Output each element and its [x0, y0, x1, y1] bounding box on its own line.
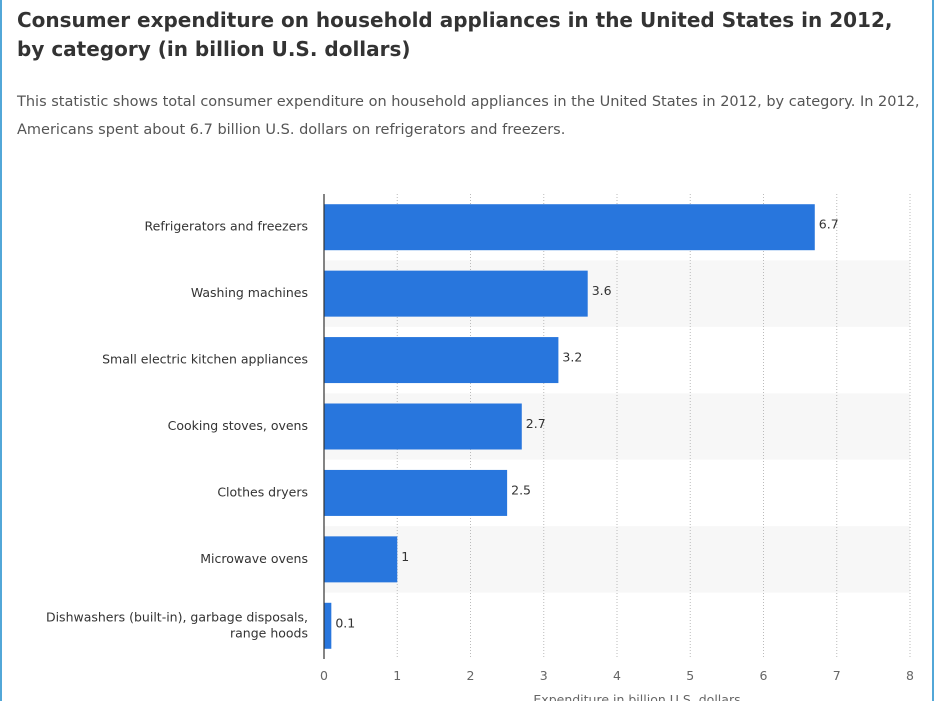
- category-label: Refrigerators and freezers: [145, 219, 308, 234]
- bar: [324, 204, 815, 251]
- category-label: Microwave ovens: [200, 551, 308, 566]
- category-label: Dishwashers (built-in), garbage disposal…: [46, 609, 308, 624]
- chart-description: This statistic shows total consumer expe…: [17, 94, 920, 138]
- x-tick-label: 5: [686, 668, 694, 683]
- bar: [324, 270, 588, 317]
- bar: [324, 337, 559, 384]
- x-axis-title: Expenditure in billion U.S. dollars: [533, 692, 740, 701]
- x-tick-label: 4: [613, 668, 621, 683]
- data-label: 1: [401, 549, 409, 564]
- x-tick-label: 0: [320, 668, 328, 683]
- x-tick-label: 3: [540, 668, 548, 683]
- bar: [324, 403, 522, 450]
- category-label: Washing machines: [191, 285, 308, 300]
- bar: [324, 536, 398, 583]
- category-label: Cooking stoves, ovens: [168, 418, 308, 433]
- category-label: range hoods: [230, 625, 308, 640]
- chart-title: Consumer expenditure on household applia…: [17, 8, 893, 61]
- category-label: Clothes dryers: [217, 484, 308, 499]
- category-label: Small electric kitchen appliances: [102, 352, 308, 367]
- x-tick-label: 1: [393, 668, 401, 683]
- x-tick-label: 6: [760, 668, 768, 683]
- data-label: 0.1: [335, 615, 355, 630]
- data-label: 2.5: [511, 482, 531, 497]
- bar: [324, 469, 508, 516]
- data-label: 3.6: [592, 283, 612, 298]
- data-label: 6.7: [819, 217, 839, 232]
- bar: [324, 602, 332, 649]
- x-tick-label: 7: [833, 668, 841, 683]
- data-label: 3.2: [562, 350, 582, 365]
- x-tick-label: 2: [467, 668, 475, 683]
- x-tick-label: 8: [906, 668, 914, 683]
- data-label: 2.7: [526, 416, 546, 431]
